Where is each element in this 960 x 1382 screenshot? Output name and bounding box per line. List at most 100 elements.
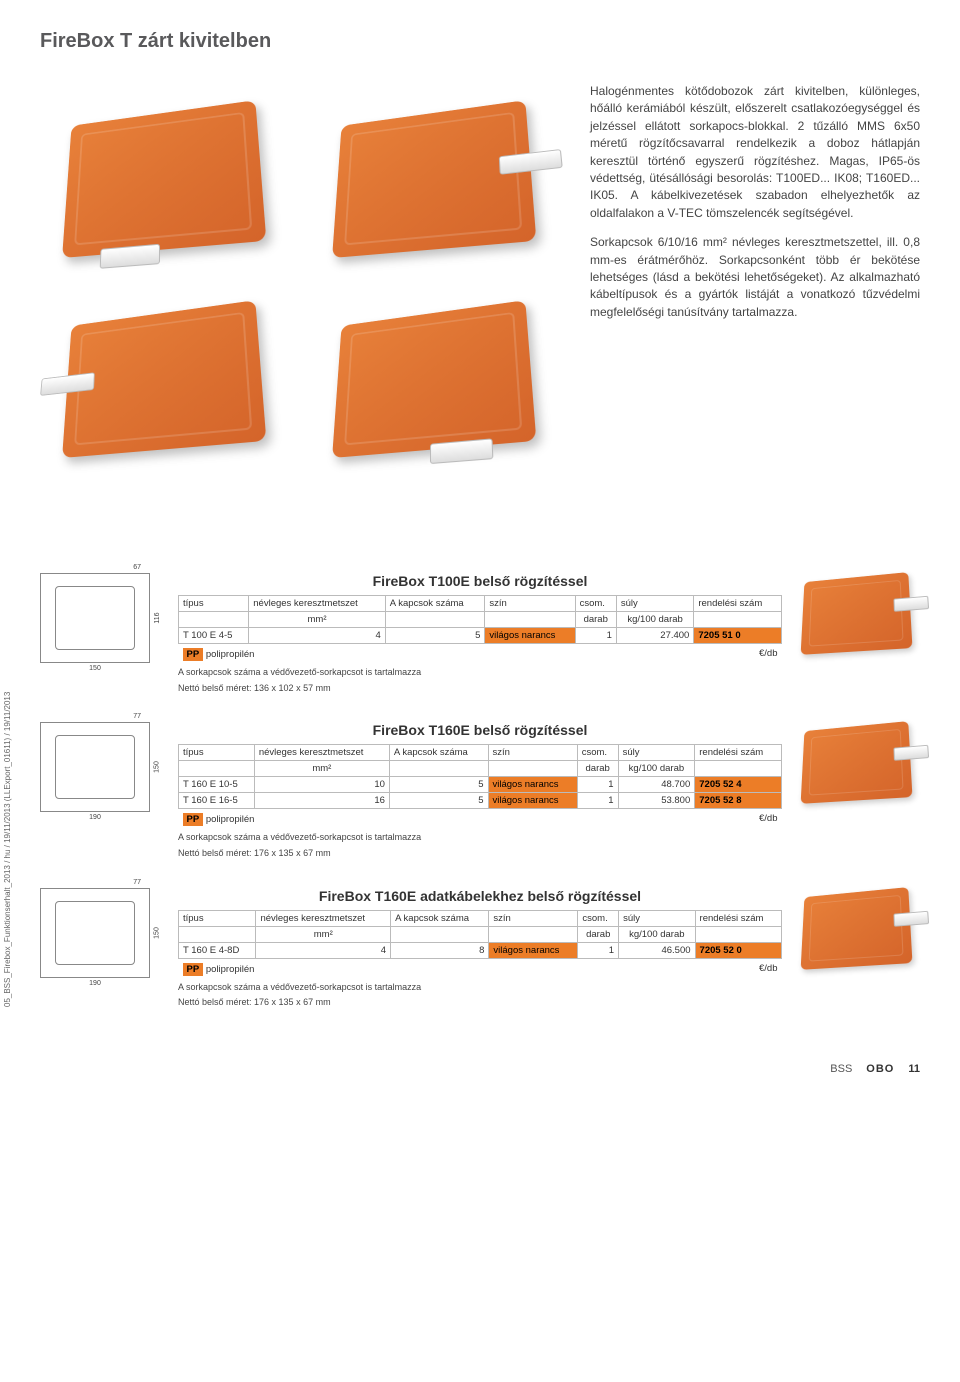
col-color: szín — [485, 596, 575, 612]
cell-weight: 48.700 — [618, 777, 695, 793]
dim-width: 150 — [89, 665, 101, 672]
table-row: T 160 E 16-5 16 5 világos narancs 1 53.8… — [179, 793, 782, 809]
cell-clamps: 8 — [391, 942, 489, 958]
note-2: Nettó belső méret: 176 x 135 x 67 mm — [178, 997, 782, 1009]
table-title: FireBox T100E belső rögzítéssel — [178, 573, 782, 589]
col-order: rendelési szám — [695, 910, 781, 926]
col-weight: súly — [618, 745, 695, 761]
thumb-t160e-data — [801, 887, 913, 970]
section-t100e: 150 116 67 FireBox T100E belső rögzítéss… — [40, 573, 920, 694]
cell-pack: 1 — [577, 777, 618, 793]
unit-mm2: mm² — [249, 612, 385, 628]
product-image-1 — [62, 100, 266, 258]
cell-type: T 160 E 16-5 — [179, 793, 255, 809]
unit-weight: kg/100 darab — [619, 926, 695, 942]
unit-mm2: mm² — [254, 761, 389, 777]
dim-depth: 77 — [133, 713, 141, 720]
footer-obo: OBO — [866, 1063, 894, 1075]
page-title: FireBox T zárt kivitelben — [40, 30, 920, 53]
col-color: szín — [489, 910, 578, 926]
page-footer: BSS OBO 11 — [0, 1057, 960, 1093]
pp-name: polipropilén — [206, 814, 255, 825]
col-cs: névleges keresztmetszet — [249, 596, 385, 612]
table-t100e: típus névleges keresztmetszet A kapcsok … — [178, 595, 782, 663]
diagram-t100e: 150 116 67 — [40, 573, 150, 663]
unit-mm2: mm² — [256, 926, 391, 942]
cell-color: világos narancs — [488, 777, 577, 793]
footer-page-number: 11 — [908, 1063, 920, 1075]
note-1: A sorkapcsok száma a védővezető-sorkapcs… — [178, 832, 782, 844]
table-title: FireBox T160E belső rögzítéssel — [178, 722, 782, 738]
diagram-t160e-data: 190 150 77 — [40, 888, 150, 978]
cell-type: T 160 E 4-8D — [179, 942, 256, 958]
table-row: T 100 E 4-5 4 5 világos narancs 1 27.400… — [179, 628, 782, 644]
unit-pack: darab — [577, 761, 618, 777]
col-color: szín — [488, 745, 577, 761]
pp-badge: PP — [183, 648, 204, 661]
hero-para-2: Sorkapcsok 6/10/16 mm² névleges keresztm… — [590, 234, 920, 321]
hero-text: Halogénmentes kötődobozok zárt kivitelbe… — [590, 83, 920, 543]
cell-cs: 16 — [254, 793, 389, 809]
cell-pack: 1 — [578, 942, 619, 958]
price-unit: €/db — [759, 648, 778, 659]
thumb-t160e — [801, 721, 913, 804]
cell-cs: 4 — [256, 942, 391, 958]
dim-depth: 67 — [133, 564, 141, 571]
dim-height: 150 — [154, 927, 161, 939]
dim-height: 150 — [154, 762, 161, 774]
hero-para-1: Halogénmentes kötődobozok zárt kivitelbe… — [590, 83, 920, 222]
thumb-t100e — [801, 572, 913, 655]
col-weight: súly — [616, 596, 693, 612]
col-clamps: A kapcsok száma — [385, 596, 485, 612]
cell-cs: 10 — [254, 777, 389, 793]
unit-pack: darab — [575, 612, 616, 628]
footer-bss: BSS — [830, 1063, 852, 1075]
dim-height: 116 — [154, 612, 161, 623]
col-pack: csom. — [575, 596, 616, 612]
cell-type: T 100 E 4-5 — [179, 628, 249, 644]
col-clamps: A kapcsok száma — [389, 745, 488, 761]
col-clamps: A kapcsok száma — [391, 910, 489, 926]
cell-clamps: 5 — [389, 793, 488, 809]
cell-order: 7205 52 8 — [695, 793, 782, 809]
hero-images — [40, 83, 560, 543]
cell-color: világos narancs — [488, 793, 577, 809]
price-unit: €/db — [759, 813, 778, 824]
pp-name: polipropilén — [206, 964, 255, 975]
col-type: típus — [179, 910, 256, 926]
col-cs: névleges keresztmetszet — [254, 745, 389, 761]
cell-clamps: 5 — [389, 777, 488, 793]
unit-weight: kg/100 darab — [616, 612, 693, 628]
cell-weight: 46.500 — [619, 942, 695, 958]
pp-name: polipropilén — [206, 649, 255, 660]
sideways-meta: 05_BSS_Firebox_Funktionserhalt_2013 / hu… — [3, 692, 12, 1007]
note-2: Nettó belső méret: 176 x 135 x 67 mm — [178, 848, 782, 860]
cell-pack: 1 — [575, 628, 616, 644]
col-weight: súly — [619, 910, 695, 926]
section-t160e-data: 190 150 77 FireBox T160E adatkábelekhez … — [40, 888, 920, 1009]
cell-weight: 27.400 — [616, 628, 693, 644]
dim-width: 190 — [89, 980, 101, 987]
dim-depth: 77 — [133, 879, 141, 886]
col-order: rendelési szám — [695, 745, 782, 761]
cell-type: T 160 E 10-5 — [179, 777, 255, 793]
diagram-t160e: 190 150 77 — [40, 722, 150, 812]
hero-row: Halogénmentes kötődobozok zárt kivitelbe… — [40, 83, 920, 543]
cell-color: világos narancs — [489, 942, 578, 958]
col-pack: csom. — [577, 745, 618, 761]
unit-pack: darab — [578, 926, 619, 942]
col-pack: csom. — [578, 910, 619, 926]
cell-pack: 1 — [577, 793, 618, 809]
col-type: típus — [179, 745, 255, 761]
note-1: A sorkapcsok száma a védővezető-sorkapcs… — [178, 982, 782, 994]
dim-width: 190 — [89, 814, 101, 821]
cell-color: világos narancs — [485, 628, 575, 644]
cell-clamps: 5 — [385, 628, 485, 644]
product-image-2 — [332, 100, 536, 258]
cell-order: 7205 52 0 — [695, 942, 781, 958]
table-t160e: típus névleges keresztmetszet A kapcsok … — [178, 744, 782, 828]
table-title: FireBox T160E adatkábelekhez belső rögzí… — [178, 888, 782, 904]
note-1: A sorkapcsok száma a védővezető-sorkapcs… — [178, 667, 782, 679]
note-2: Nettó belső méret: 136 x 102 x 57 mm — [178, 683, 782, 695]
unit-weight: kg/100 darab — [618, 761, 695, 777]
